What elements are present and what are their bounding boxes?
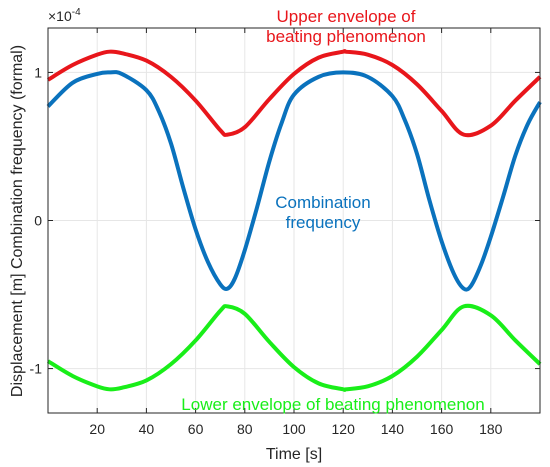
x-axis-label: Time [s] [266, 446, 322, 463]
x-tick-label: 80 [237, 421, 253, 437]
series-group [46, 49, 542, 392]
upper-envelope-annotation-line2: beating phenomenon [266, 27, 426, 46]
combination-frequency-line [46, 70, 542, 292]
x-tick-label: 140 [381, 421, 405, 437]
x-tick-label: 60 [188, 421, 204, 437]
y-tick-label: 0 [34, 213, 42, 229]
y-exponent-label: ×10-4 [48, 7, 81, 24]
x-tick-label: 180 [479, 421, 503, 437]
upper-envelope-line [46, 49, 542, 138]
upper-envelope-annotation-line1: Upper envelope of [277, 7, 416, 26]
x-tick-label: 20 [89, 421, 105, 437]
x-tick-label: 100 [282, 421, 306, 437]
y-tick-label: -1 [30, 361, 43, 377]
y-axis-label: Displacement [m] Combination frequency (… [9, 45, 26, 397]
lower-envelope-line [46, 303, 542, 392]
lower-envelope-annotation: Lower envelope of beating phenomenon [181, 395, 484, 414]
x-tick-label: 160 [430, 421, 454, 437]
x-tick-label: 120 [332, 421, 356, 437]
x-tick-label: 40 [139, 421, 155, 437]
combination-frequency-annotation-line1: Combination [275, 193, 370, 212]
y-tick-label: 1 [34, 64, 42, 80]
combination-frequency-annotation-line2: frequency [286, 213, 361, 232]
tick-group: 20 40 60 80 100 120 140 160 180 -1 0 1 [30, 28, 540, 437]
